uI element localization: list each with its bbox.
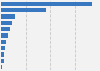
Bar (1, 46, 5, 50)
Bar (1, 40, 6, 44)
Bar (1, 52, 4, 57)
Bar (1, 14, 15, 19)
Bar (1, 65, 2, 69)
Bar (1, 33, 8, 38)
Bar (1, 59, 4, 63)
Bar (1, 21, 12, 25)
Bar (1, 8, 46, 12)
Bar (1, 2, 92, 6)
Bar (1, 27, 10, 31)
